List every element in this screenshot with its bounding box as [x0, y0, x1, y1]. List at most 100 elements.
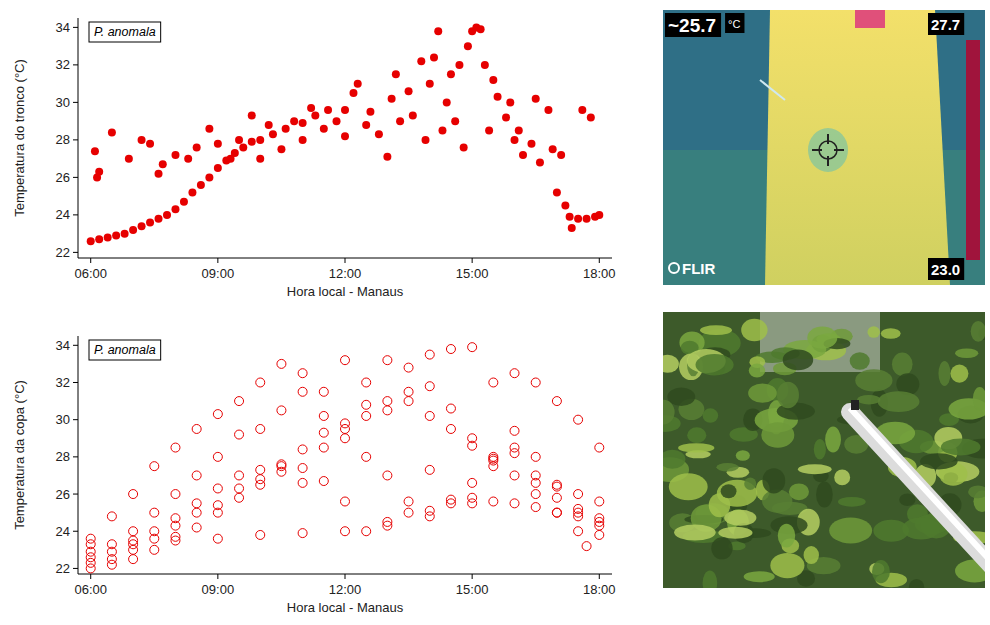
- point: [171, 536, 180, 545]
- point: [578, 106, 586, 114]
- thermal-spot: [808, 128, 848, 172]
- point: [171, 205, 179, 213]
- foliage: [950, 365, 968, 383]
- canopy-photo: [650, 312, 990, 596]
- point: [138, 222, 146, 230]
- point: [587, 113, 595, 121]
- point: [531, 478, 540, 487]
- point: [383, 406, 392, 415]
- foliage: [829, 518, 872, 544]
- point: [468, 343, 477, 352]
- marks: [86, 343, 604, 573]
- annotation-box: [89, 340, 161, 360]
- x-tick-label: 06:00: [74, 582, 107, 597]
- foliage: [724, 510, 756, 526]
- y-axis-line: [78, 18, 79, 258]
- point: [404, 497, 413, 506]
- foliage: [703, 571, 718, 588]
- point: [553, 188, 561, 196]
- point: [561, 202, 569, 210]
- point: [107, 512, 116, 521]
- crosshair: [827, 156, 829, 166]
- point: [129, 555, 138, 564]
- point: [324, 106, 332, 114]
- y-tick: [73, 494, 78, 495]
- point: [256, 136, 264, 144]
- point: [417, 57, 425, 65]
- panel: 2224262830323406:0009:0012:0015:0018:00H…: [12, 18, 616, 299]
- y-tick: [73, 531, 78, 532]
- point: [422, 136, 430, 144]
- point: [468, 478, 477, 487]
- foliage: [711, 537, 732, 559]
- point: [383, 153, 391, 161]
- point: [383, 517, 392, 526]
- foliage: [777, 382, 799, 408]
- point: [197, 181, 205, 189]
- point: [494, 93, 502, 101]
- y-axis-line: [78, 336, 79, 574]
- point: [489, 76, 497, 84]
- point: [451, 117, 459, 125]
- point: [531, 503, 540, 512]
- y-tick-label: 24: [56, 207, 70, 222]
- foliage: [783, 349, 814, 370]
- point: [510, 471, 519, 480]
- foliage: [667, 387, 695, 406]
- point: [468, 499, 477, 508]
- point: [235, 493, 244, 502]
- point: [320, 125, 328, 133]
- point: [299, 119, 307, 127]
- y-tick-label: 22: [56, 561, 70, 576]
- y-tick: [73, 419, 78, 420]
- point: [319, 443, 328, 452]
- x-tick-label: 18:00: [583, 266, 616, 281]
- foliage: [744, 477, 756, 490]
- point: [129, 540, 138, 549]
- point: [349, 89, 357, 97]
- foliage: [892, 353, 913, 376]
- y-tick-label: 24: [56, 524, 70, 539]
- point: [544, 106, 552, 114]
- point: [121, 230, 129, 238]
- canopy-image: [663, 312, 985, 588]
- y-tick-label: 32: [56, 375, 70, 390]
- point: [595, 211, 603, 219]
- point: [171, 151, 179, 159]
- point: [455, 61, 463, 69]
- y-tick-label: 22: [56, 245, 70, 260]
- x-axis-title: Hora local - Manaus: [287, 284, 404, 299]
- thermal-colorbar: [966, 40, 980, 260]
- foliage: [741, 319, 767, 341]
- point: [129, 226, 137, 234]
- foliage: [721, 484, 737, 498]
- point: [489, 456, 498, 465]
- point: [341, 419, 350, 428]
- y-tick-label: 34: [56, 338, 70, 353]
- point: [446, 404, 455, 413]
- y-tick: [73, 568, 78, 569]
- x-tick: [217, 258, 218, 263]
- point: [256, 530, 265, 539]
- point: [138, 136, 146, 144]
- point: [426, 80, 434, 88]
- point: [404, 387, 413, 396]
- y-tick-label: 34: [56, 20, 70, 35]
- point: [485, 127, 493, 135]
- foliage: [825, 427, 841, 453]
- point: [125, 155, 133, 163]
- point: [256, 424, 265, 433]
- foliage: [748, 383, 777, 402]
- point: [447, 70, 455, 78]
- foliage: [674, 525, 716, 541]
- pole: [850, 412, 985, 575]
- point: [150, 534, 159, 543]
- point: [155, 215, 163, 223]
- point: [108, 128, 116, 136]
- point: [299, 136, 307, 144]
- point: [298, 445, 307, 454]
- point: [277, 462, 286, 471]
- point: [362, 452, 371, 461]
- point: [95, 235, 103, 243]
- point: [235, 136, 243, 144]
